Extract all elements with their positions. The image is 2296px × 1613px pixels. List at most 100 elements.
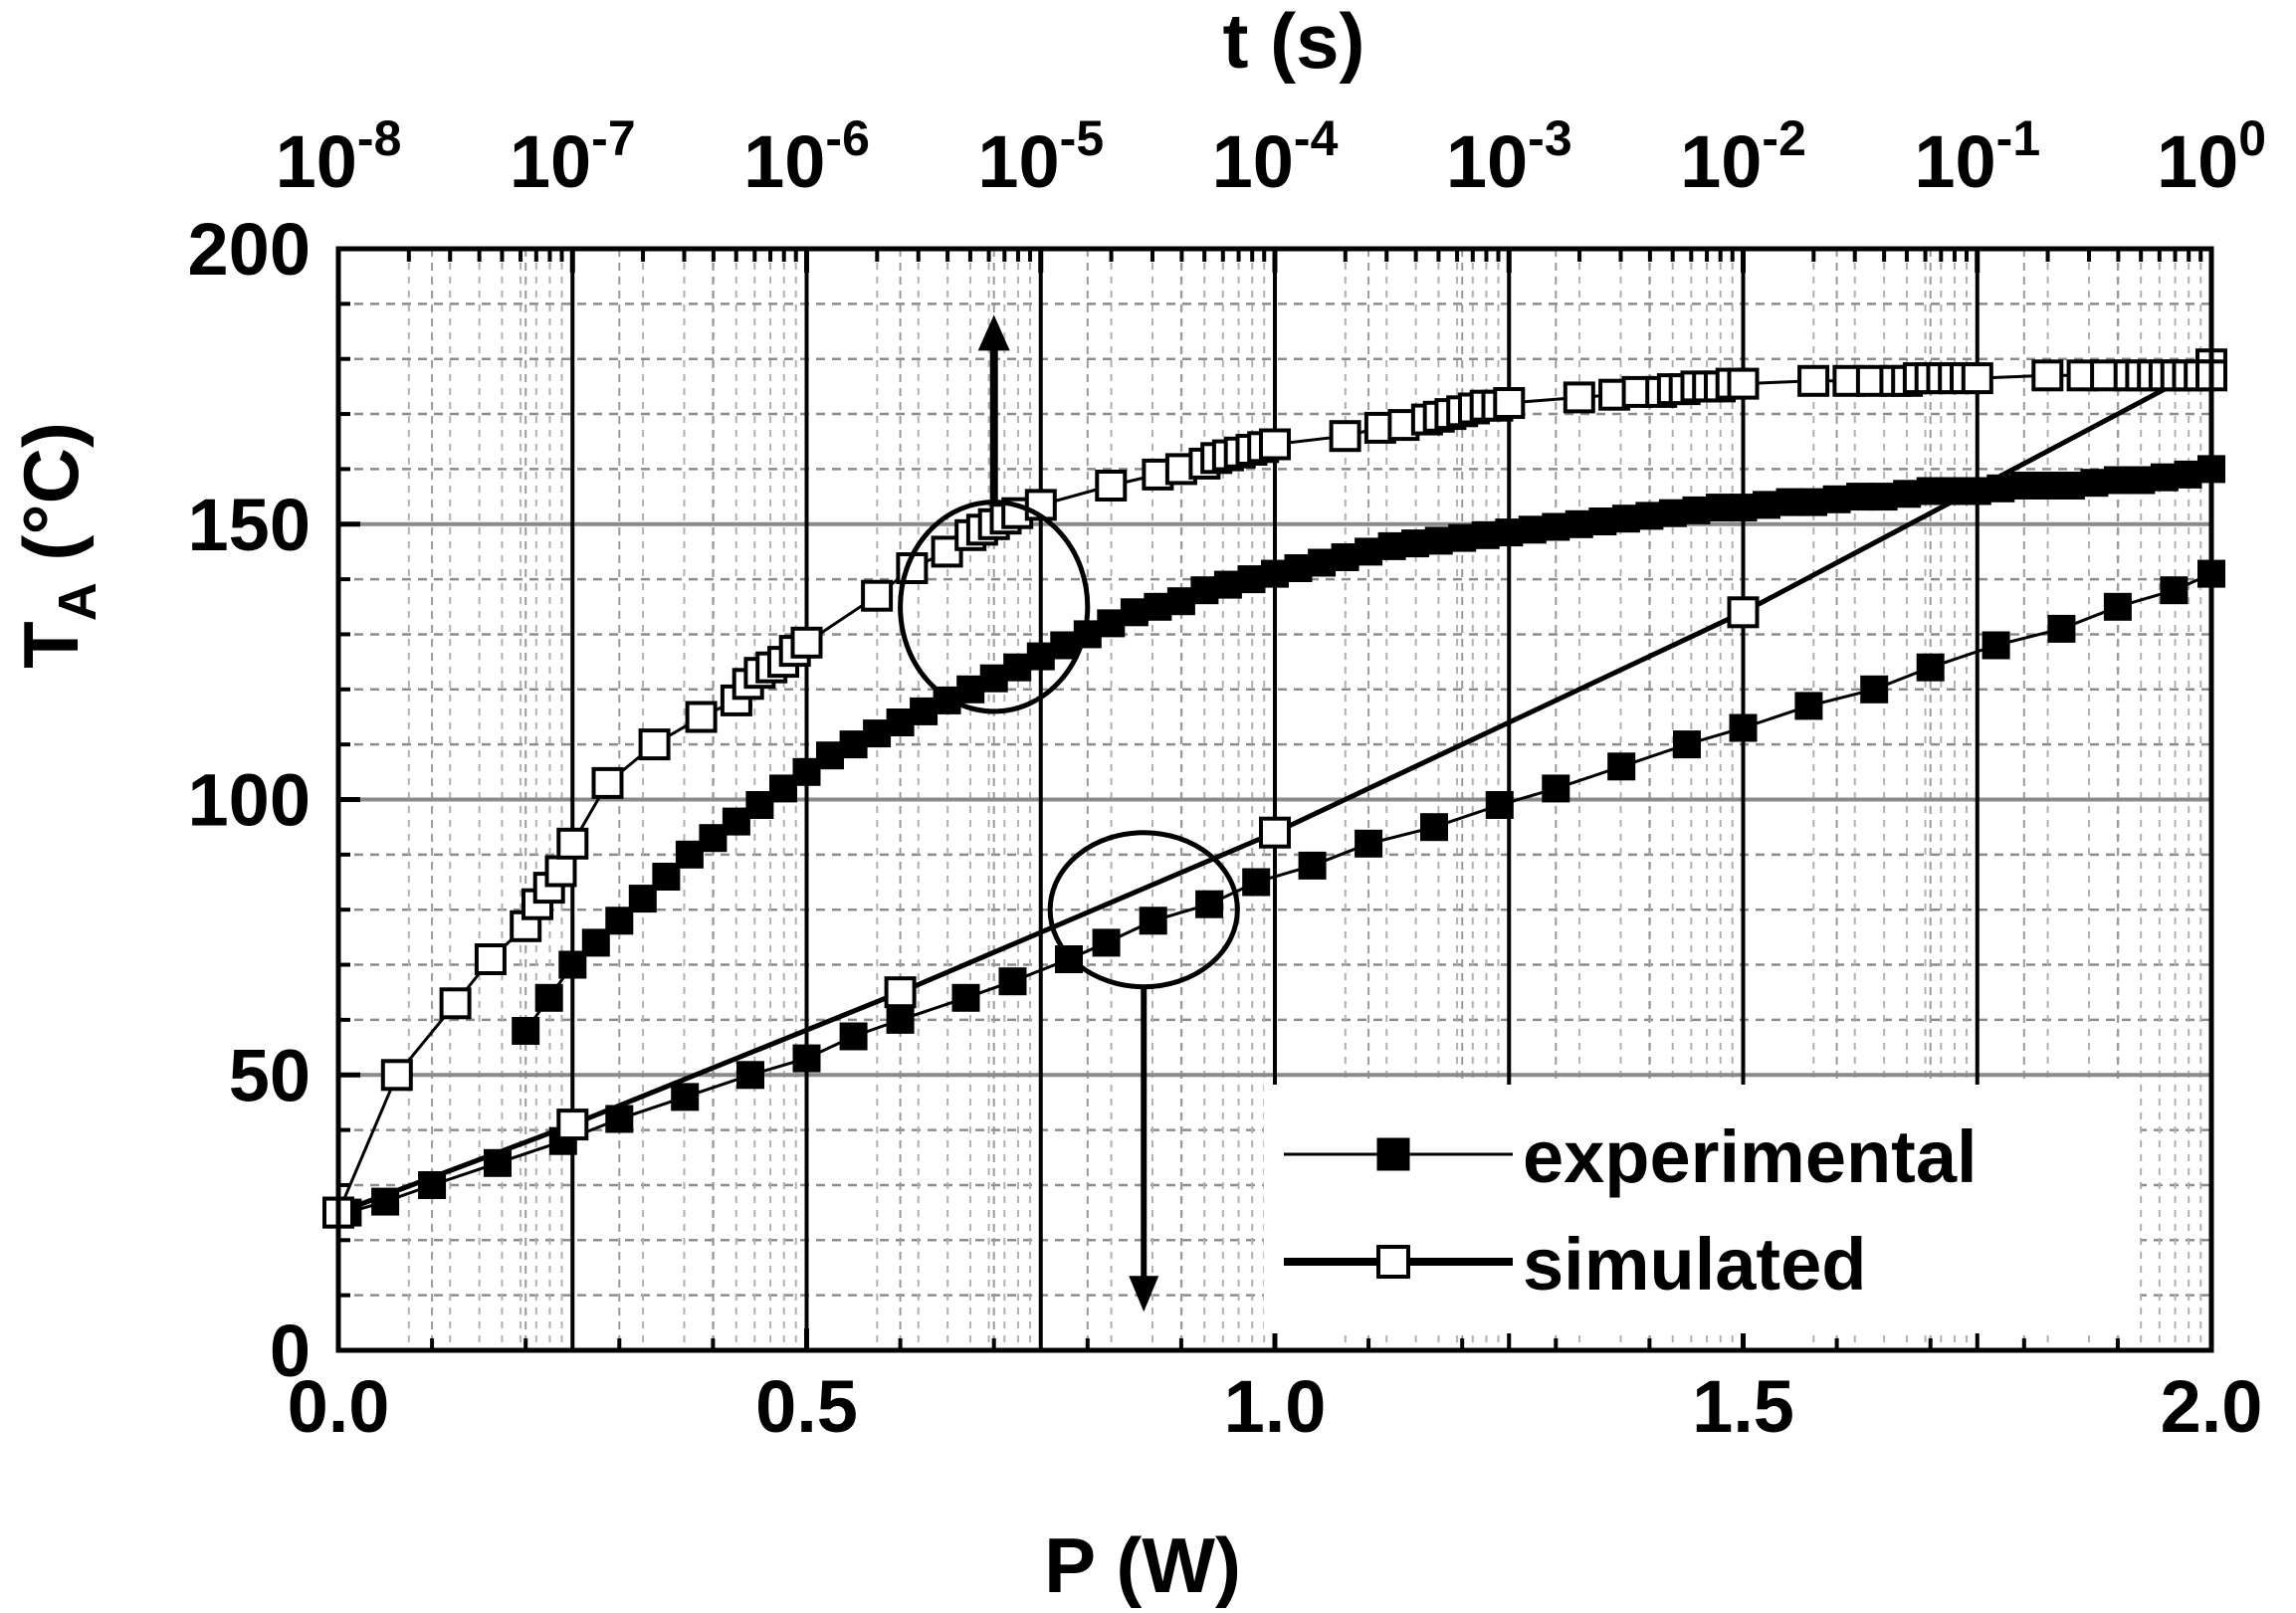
ticks-layer [335, 246, 2214, 1353]
y-tick-label: 50 [229, 1034, 311, 1116]
top-tick-exponent: -6 [825, 110, 869, 166]
data-point-experimental [699, 824, 728, 853]
data-point-experimental [1213, 570, 1242, 599]
top-axis-title: t (s) [1223, 0, 1365, 85]
annotation-arrow-down-head [1129, 1276, 1159, 1312]
data-point-experimental [1611, 504, 1640, 533]
y-axis-title-subscript: A [48, 582, 107, 621]
top-tick-label: 100 [2157, 110, 2266, 203]
top-tick-base: 10 [276, 120, 357, 203]
data-point-experimental [1542, 512, 1570, 541]
y-tick-label: 0 [270, 1310, 311, 1392]
data-point-experimental [1308, 548, 1337, 577]
legend-marker-experimental [1376, 1137, 1410, 1171]
data-point-experimental [1190, 576, 1219, 605]
y-tick-label: 150 [188, 484, 311, 566]
data-point-simulated [1493, 387, 1526, 419]
x-axis-title: P (W) [1044, 1521, 1241, 1609]
data-point-experimental [1860, 675, 1889, 704]
annotation-layer [898, 314, 1240, 1312]
top-tick-exponent: -2 [1762, 110, 1805, 166]
data-point-experimental [1673, 730, 1701, 759]
data-point-experimental [1331, 543, 1359, 571]
data-point-simulated [1259, 428, 1291, 461]
data-point-experimental [652, 863, 681, 891]
top-tick-label: 10-5 [977, 110, 1104, 203]
top-tick-base: 10 [1212, 120, 1294, 203]
data-point-experimental [605, 907, 634, 935]
data-point-simulated [884, 976, 917, 1009]
data-point-experimental [1542, 774, 1570, 803]
data-point-simulated [556, 1109, 589, 1141]
data-point-experimental [1237, 565, 1266, 594]
data-point-experimental [769, 774, 797, 803]
data-point-experimental [2047, 614, 2076, 643]
data-point-experimental [1166, 587, 1195, 616]
data-point-experimental [1495, 518, 1524, 547]
data-point-simulated [1563, 381, 1595, 414]
x-tick-label: 2.0 [2161, 1365, 2263, 1448]
data-point-experimental [1242, 868, 1271, 897]
data-point-experimental [1729, 713, 1758, 742]
top-tick-base: 10 [1914, 120, 1995, 203]
data-point-experimental [1635, 502, 1664, 530]
legend-background [1264, 1085, 2140, 1333]
top-tick-base: 10 [977, 120, 1059, 203]
top-tick-label: 10-8 [276, 110, 402, 203]
data-point-experimental [1799, 488, 1828, 516]
data-point-experimental [1986, 474, 2015, 503]
series-layer [322, 348, 2227, 1229]
top-tick-label: 10-1 [1914, 110, 2040, 203]
data-point-simulated [380, 1059, 413, 1092]
data-point-experimental [1139, 907, 1167, 935]
data-point-experimental [1682, 496, 1711, 524]
legend-label-experimental: experimental [1523, 1115, 1978, 1198]
data-point-experimental [722, 807, 750, 836]
data-point-experimental [1893, 480, 1922, 508]
data-point-simulated [790, 626, 823, 659]
data-point-experimental [1026, 642, 1055, 671]
data-point-experimental [956, 675, 985, 704]
top-tick-label: 10-3 [1446, 110, 1572, 203]
data-point-experimental [863, 719, 892, 748]
legend: experimental simulated [1264, 1085, 2140, 1333]
top-tick-base: 10 [743, 120, 825, 203]
top-tick-base: 10 [2157, 120, 2238, 203]
data-point-experimental [839, 1022, 868, 1051]
y-tick-label: 100 [188, 759, 311, 842]
data-point-experimental [1097, 609, 1126, 638]
data-point-experimental [2150, 463, 2179, 492]
data-point-experimental [1588, 507, 1617, 535]
data-point-experimental [2160, 576, 2189, 605]
top-tick-exponent: -8 [357, 110, 401, 166]
data-point-experimental [1120, 598, 1148, 627]
y-axis-title: TA (°C) [7, 422, 107, 669]
series-line-simulated-P [337, 361, 2213, 1215]
data-point-experimental [1050, 631, 1079, 660]
data-point-experimental [2009, 472, 2038, 500]
data-point-simulated [1095, 470, 1128, 502]
data-point-simulated [1727, 596, 1760, 629]
data-point-simulated [1329, 420, 1361, 453]
data-point-experimental [1401, 529, 1430, 558]
data-point-experimental [2127, 466, 2156, 495]
data-point-experimental [581, 928, 610, 957]
top-tick-exponent: -4 [1294, 110, 1339, 166]
data-point-experimental [1729, 494, 1758, 522]
data-point-experimental [1940, 477, 1969, 505]
data-point-experimental [1794, 692, 1823, 720]
data-point-simulated [1797, 364, 1830, 397]
data-point-experimental [1424, 526, 1453, 555]
top-tick-base: 10 [1680, 120, 1762, 203]
data-point-simulated [1259, 816, 1291, 849]
data-point-experimental [2103, 592, 2132, 621]
data-point-experimental [816, 741, 844, 770]
top-tick-exponent: -7 [591, 110, 635, 166]
data-point-experimental [534, 983, 563, 1012]
data-point-experimental [675, 840, 704, 869]
data-point-experimental [1298, 851, 1327, 880]
data-point-simulated [439, 987, 472, 1020]
data-point-experimental [1963, 477, 1991, 505]
